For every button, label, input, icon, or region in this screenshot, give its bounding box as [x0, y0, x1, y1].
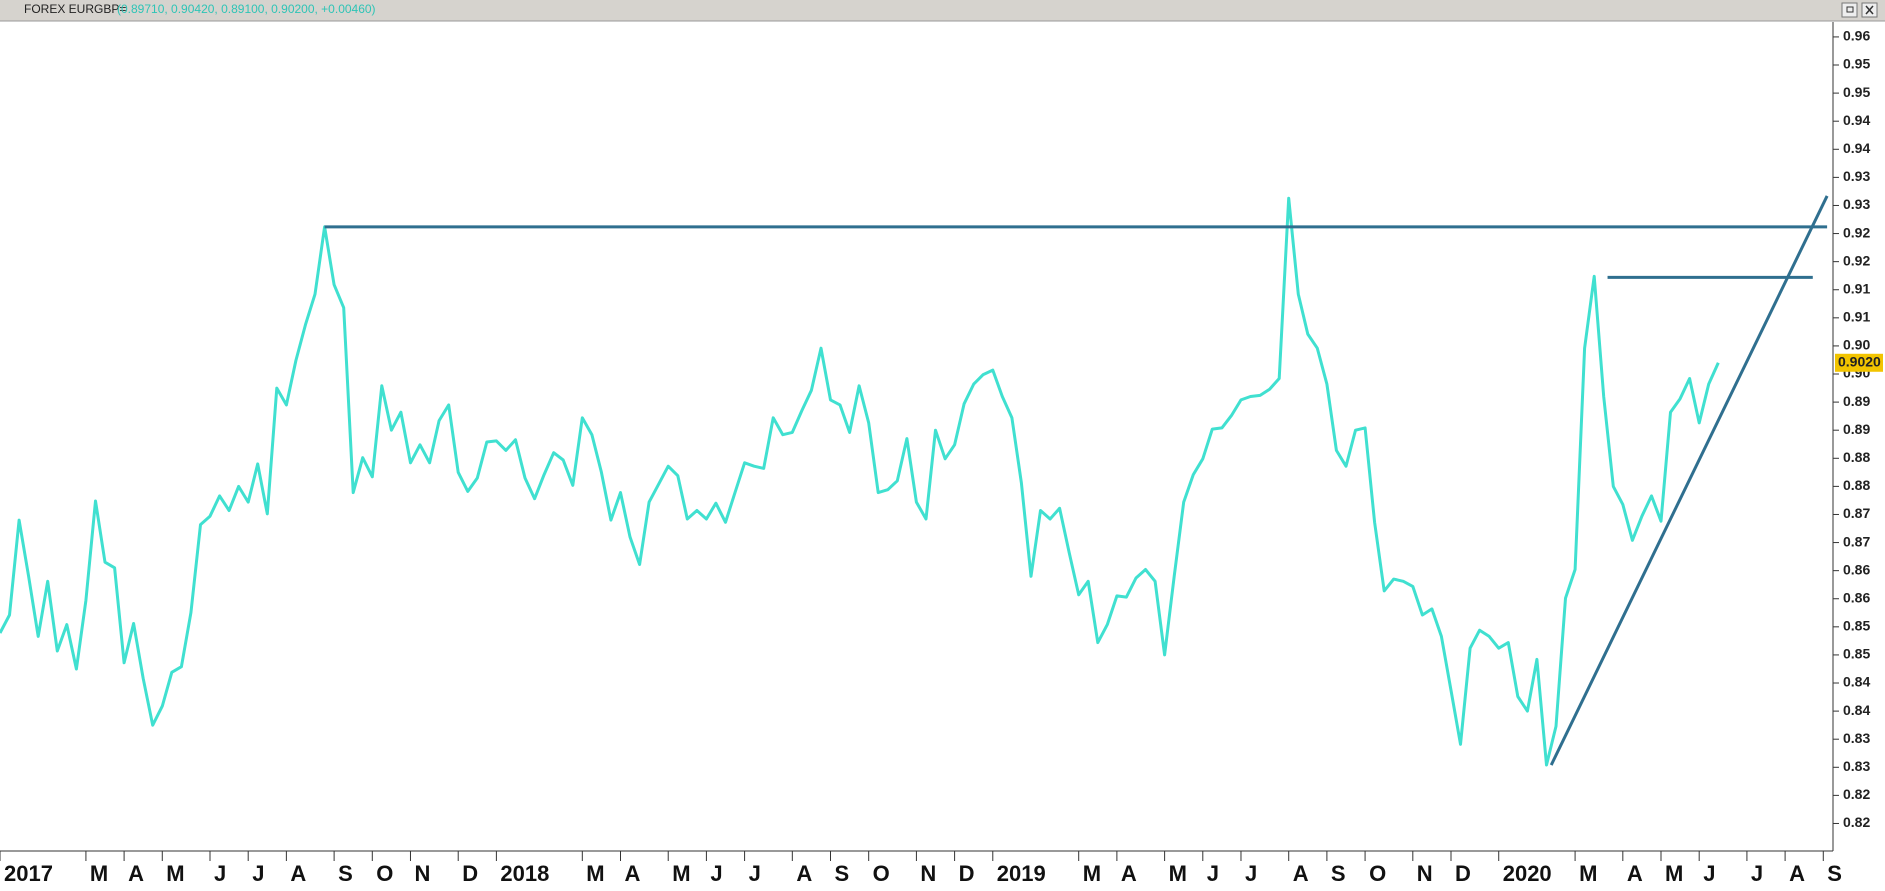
x-tick-label: A [128, 861, 144, 886]
x-tick-label: M [1665, 861, 1683, 886]
chart-subtitle: (0.89710, 0.90420, 0.89100, 0.90200, +0.… [117, 2, 376, 16]
x-tick-label: D [462, 861, 478, 886]
chart-title: FOREX EURGBP= [24, 2, 126, 16]
x-tick-label: J [252, 861, 264, 886]
y-tick-label: 0.94 [1843, 112, 1870, 128]
x-tick-label: A [1627, 861, 1643, 886]
y-tick-label: 0.82 [1843, 814, 1870, 830]
x-tick-label: M [90, 861, 108, 886]
x-tick-label: O [873, 861, 890, 886]
x-tick-label: D [959, 861, 975, 886]
y-tick-label: 0.89 [1843, 421, 1870, 437]
x-tick-label: O [1369, 861, 1386, 886]
x-tick-label: S [338, 861, 353, 886]
x-tick-label: M [586, 861, 604, 886]
x-tick-label: M [166, 861, 184, 886]
y-tick-label: 0.90 [1843, 337, 1870, 353]
x-tick-label: M [1169, 861, 1187, 886]
y-tick-label: 0.84 [1843, 702, 1870, 718]
y-tick-label: 0.88 [1843, 449, 1870, 465]
x-axis-area [0, 851, 1885, 891]
last-price-label: 0.9020 [1838, 353, 1881, 369]
x-tick-label: D [1455, 861, 1471, 886]
x-tick-label: S [835, 861, 850, 886]
x-tick-label: S [1827, 861, 1842, 886]
last-price-box [1835, 353, 1883, 372]
x-tick-label: S [1331, 861, 1346, 886]
y-tick-label: 0.82 [1843, 786, 1870, 802]
restore-icon [1846, 6, 1854, 13]
y-tick-label: 0.83 [1843, 758, 1870, 774]
trend-line [1549, 195, 1829, 766]
y-tick-label: 0.86 [1843, 589, 1870, 605]
title-bar [0, 0, 1885, 21]
x-tick-label: 2017 [4, 861, 53, 886]
y-tick-label: 0.83 [1843, 730, 1870, 746]
y-tick-label: 0.94 [1843, 140, 1870, 156]
x-tick-label: A [1789, 861, 1805, 886]
x-tick-label: N [1417, 861, 1433, 886]
x-tick-label: A [1293, 861, 1309, 886]
x-tick-label: J [1751, 861, 1763, 886]
x-tick-label: O [376, 861, 393, 886]
x-tick-label: 2019 [997, 861, 1046, 886]
y-tick-label: 0.91 [1843, 280, 1870, 296]
x-tick-label: J [214, 861, 226, 886]
y-tick-label: 0.95 [1843, 56, 1870, 72]
x-tick-label: N [414, 861, 430, 886]
y-tick-label: 0.85 [1843, 618, 1870, 634]
y-tick-label: 0.92 [1843, 252, 1870, 268]
y-tick-label: 0.93 [1843, 168, 1870, 184]
x-tick-label: J [749, 861, 761, 886]
close-icon [1865, 5, 1874, 15]
x-tick-label: J [1207, 861, 1219, 886]
y-tick-label: 0.84 [1843, 674, 1870, 690]
y-tick-label: 0.87 [1843, 505, 1870, 521]
x-tick-label: A [624, 861, 640, 886]
y-tick-label: 0.91 [1843, 309, 1870, 325]
y-tick-label: 0.96 [1843, 28, 1870, 44]
x-tick-label: A [1121, 861, 1137, 886]
y-tick-label: 0.86 [1843, 561, 1870, 577]
x-tick-label: A [796, 861, 812, 886]
price-line [0, 196, 1720, 767]
y-tick-label: 0.89 [1843, 393, 1870, 409]
y-tick-label: 0.93 [1843, 196, 1870, 212]
y-tick-label: 0.87 [1843, 533, 1870, 549]
x-tick-label: M [672, 861, 690, 886]
y-tick-label: 0.92 [1843, 224, 1870, 240]
y-tick-label: 0.88 [1843, 477, 1870, 493]
y-axis-area [1833, 22, 1885, 851]
x-tick-label: 2018 [500, 861, 549, 886]
restore-button[interactable] [1841, 2, 1858, 18]
x-tick-label: J [710, 861, 722, 886]
y-tick-label: 0.95 [1843, 84, 1870, 100]
x-tick-label: M [1083, 861, 1101, 886]
x-tick-label: J [1245, 861, 1257, 886]
y-tick-label: 0.85 [1843, 646, 1870, 662]
x-tick-label: N [920, 861, 936, 886]
x-tick-label: 2020 [1503, 861, 1552, 886]
x-tick-label: J [1703, 861, 1715, 886]
x-tick-label: M [1579, 861, 1597, 886]
x-tick-label: A [290, 861, 306, 886]
